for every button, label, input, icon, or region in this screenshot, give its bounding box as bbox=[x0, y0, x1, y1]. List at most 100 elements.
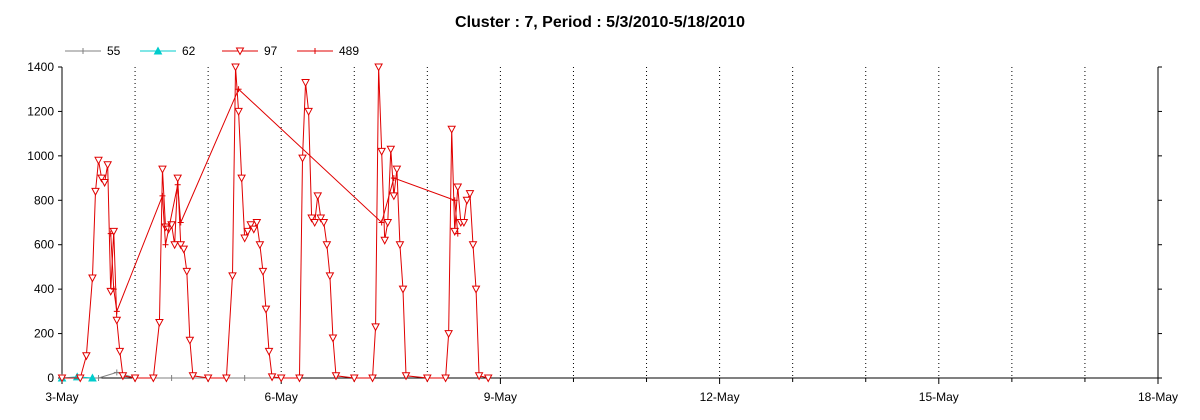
data-point-triangle-down bbox=[304, 107, 313, 116]
data-point-triangle-down bbox=[310, 219, 320, 228]
data-point-triangle-down bbox=[447, 125, 457, 134]
data-point-triangle-down bbox=[261, 305, 271, 314]
data-point-triangle-down bbox=[235, 47, 245, 56]
data-point-triangle-down bbox=[179, 245, 189, 254]
data-point-triangle-down bbox=[170, 241, 179, 250]
data-point-plus bbox=[235, 86, 242, 93]
y-tick-label: 1200 bbox=[27, 104, 54, 118]
data-point-plus bbox=[390, 175, 397, 182]
data-point-triangle-down bbox=[94, 156, 103, 165]
data-point-triangle-down bbox=[100, 179, 109, 188]
data-point-triangle-down bbox=[246, 221, 256, 230]
legend: 55 62 97 489 bbox=[65, 44, 359, 58]
data-point-triangle-down bbox=[331, 372, 341, 381]
data-point-triangle-down bbox=[91, 187, 100, 196]
y-tick-label: 600 bbox=[34, 238, 54, 252]
vertical-gridlines bbox=[134, 67, 1086, 378]
data-point-triangle-down bbox=[118, 372, 128, 381]
data-point-triangle-down bbox=[148, 374, 158, 383]
x-tick-label: 12-May bbox=[700, 390, 740, 404]
data-point-triangle-down bbox=[298, 154, 307, 163]
data-point-plus bbox=[451, 197, 458, 204]
data-point-triangle-down bbox=[109, 227, 119, 236]
data-point-triangle-up bbox=[88, 373, 97, 382]
data-point-triangle-down bbox=[468, 241, 478, 250]
data-point-triangle-down bbox=[103, 161, 113, 170]
series-489 bbox=[107, 86, 461, 315]
data-point-triangle-down bbox=[386, 145, 396, 154]
data-point-triangle-down bbox=[383, 219, 393, 228]
y-tick-label: 200 bbox=[34, 327, 54, 341]
data-point-triangle-down bbox=[374, 63, 383, 72]
data-point-triangle-down bbox=[228, 272, 237, 281]
series-line bbox=[62, 66, 489, 379]
data-point-plus bbox=[312, 48, 318, 54]
data-point-triangle-down bbox=[203, 374, 213, 383]
data-point-plus bbox=[110, 286, 117, 293]
data-point-triangle-down bbox=[389, 192, 399, 201]
data-point-triangle-down bbox=[349, 374, 359, 383]
data-point-plus bbox=[159, 192, 166, 199]
data-point-triangle-down bbox=[237, 174, 246, 183]
axes: 0 200 400 600 800 1000 1200 1400 3-May 6-May 9-May… bbox=[27, 60, 1178, 404]
data-point-plus bbox=[378, 219, 385, 226]
data-point-triangle-up bbox=[153, 46, 163, 55]
data-point-triangle-down bbox=[453, 183, 463, 192]
series-97 bbox=[57, 63, 493, 383]
data-point-triangle-down bbox=[483, 374, 493, 383]
data-point-triangle-down bbox=[75, 374, 85, 383]
data-point-triangle-down bbox=[112, 316, 122, 325]
data-point-plus bbox=[107, 230, 114, 237]
x-tick-label: 15-May bbox=[919, 390, 959, 404]
legend-item: 489 bbox=[297, 44, 359, 58]
data-point-triangle-down bbox=[295, 374, 304, 383]
data-point-triangle-down bbox=[474, 372, 484, 381]
data-point-plus bbox=[162, 241, 169, 248]
x-tick-label: 9-May bbox=[484, 390, 517, 404]
data-point-triangle-down bbox=[450, 227, 460, 236]
data-point-triangle-down bbox=[185, 336, 195, 345]
data-point-triangle-down bbox=[471, 285, 481, 294]
data-point-plus bbox=[80, 48, 86, 54]
data-point-triangle-down bbox=[392, 165, 402, 174]
data-point-triangle-down bbox=[173, 174, 183, 183]
data-point-triangle-down bbox=[380, 236, 390, 245]
data-point-triangle-down bbox=[459, 219, 469, 228]
data-point-triangle-down bbox=[322, 241, 332, 250]
data-point-triangle-down bbox=[368, 374, 377, 383]
data-point-triangle-down bbox=[398, 285, 408, 294]
data-point-triangle-down bbox=[264, 347, 274, 356]
x-tick-label: 3-May bbox=[45, 390, 78, 404]
data-point-triangle-down bbox=[130, 374, 140, 383]
data-point-triangle-down bbox=[328, 334, 338, 343]
data-point-triangle-down bbox=[115, 347, 125, 356]
legend-label: 489 bbox=[339, 44, 359, 58]
data-point-triangle-down bbox=[422, 374, 432, 383]
data-point-triangle-down bbox=[252, 219, 262, 228]
series-layer bbox=[57, 63, 493, 383]
data-point-plus bbox=[177, 219, 184, 226]
legend-item: 62 bbox=[140, 44, 196, 58]
data-point-triangle-down bbox=[243, 227, 253, 236]
chart-title: Cluster : 7, Period : 5/3/2010-5/18/2010 bbox=[455, 14, 745, 31]
data-point-triangle-down bbox=[106, 287, 116, 296]
data-point-triangle-down bbox=[441, 374, 450, 383]
data-point-triangle-down bbox=[462, 196, 472, 205]
data-point-triangle-down bbox=[276, 374, 286, 383]
data-point-plus bbox=[174, 181, 181, 188]
data-point-triangle-down bbox=[231, 63, 240, 72]
data-point-triangle-down bbox=[401, 372, 411, 381]
series-line bbox=[110, 88, 459, 314]
data-point-triangle-down bbox=[158, 165, 167, 174]
data-point-triangle-down bbox=[240, 234, 250, 243]
legend-label: 97 bbox=[264, 44, 278, 58]
y-tick-label: 1400 bbox=[27, 60, 54, 74]
y-tick-label: 1000 bbox=[27, 149, 54, 163]
data-point-plus bbox=[168, 375, 175, 381]
data-point-triangle-down bbox=[377, 147, 387, 156]
data-point-triangle-down bbox=[249, 225, 259, 234]
data-point-plus bbox=[95, 375, 102, 381]
x-tick-label: 18-May bbox=[1138, 390, 1178, 404]
legend-label: 62 bbox=[182, 44, 196, 58]
y-tick-label: 0 bbox=[47, 371, 54, 385]
